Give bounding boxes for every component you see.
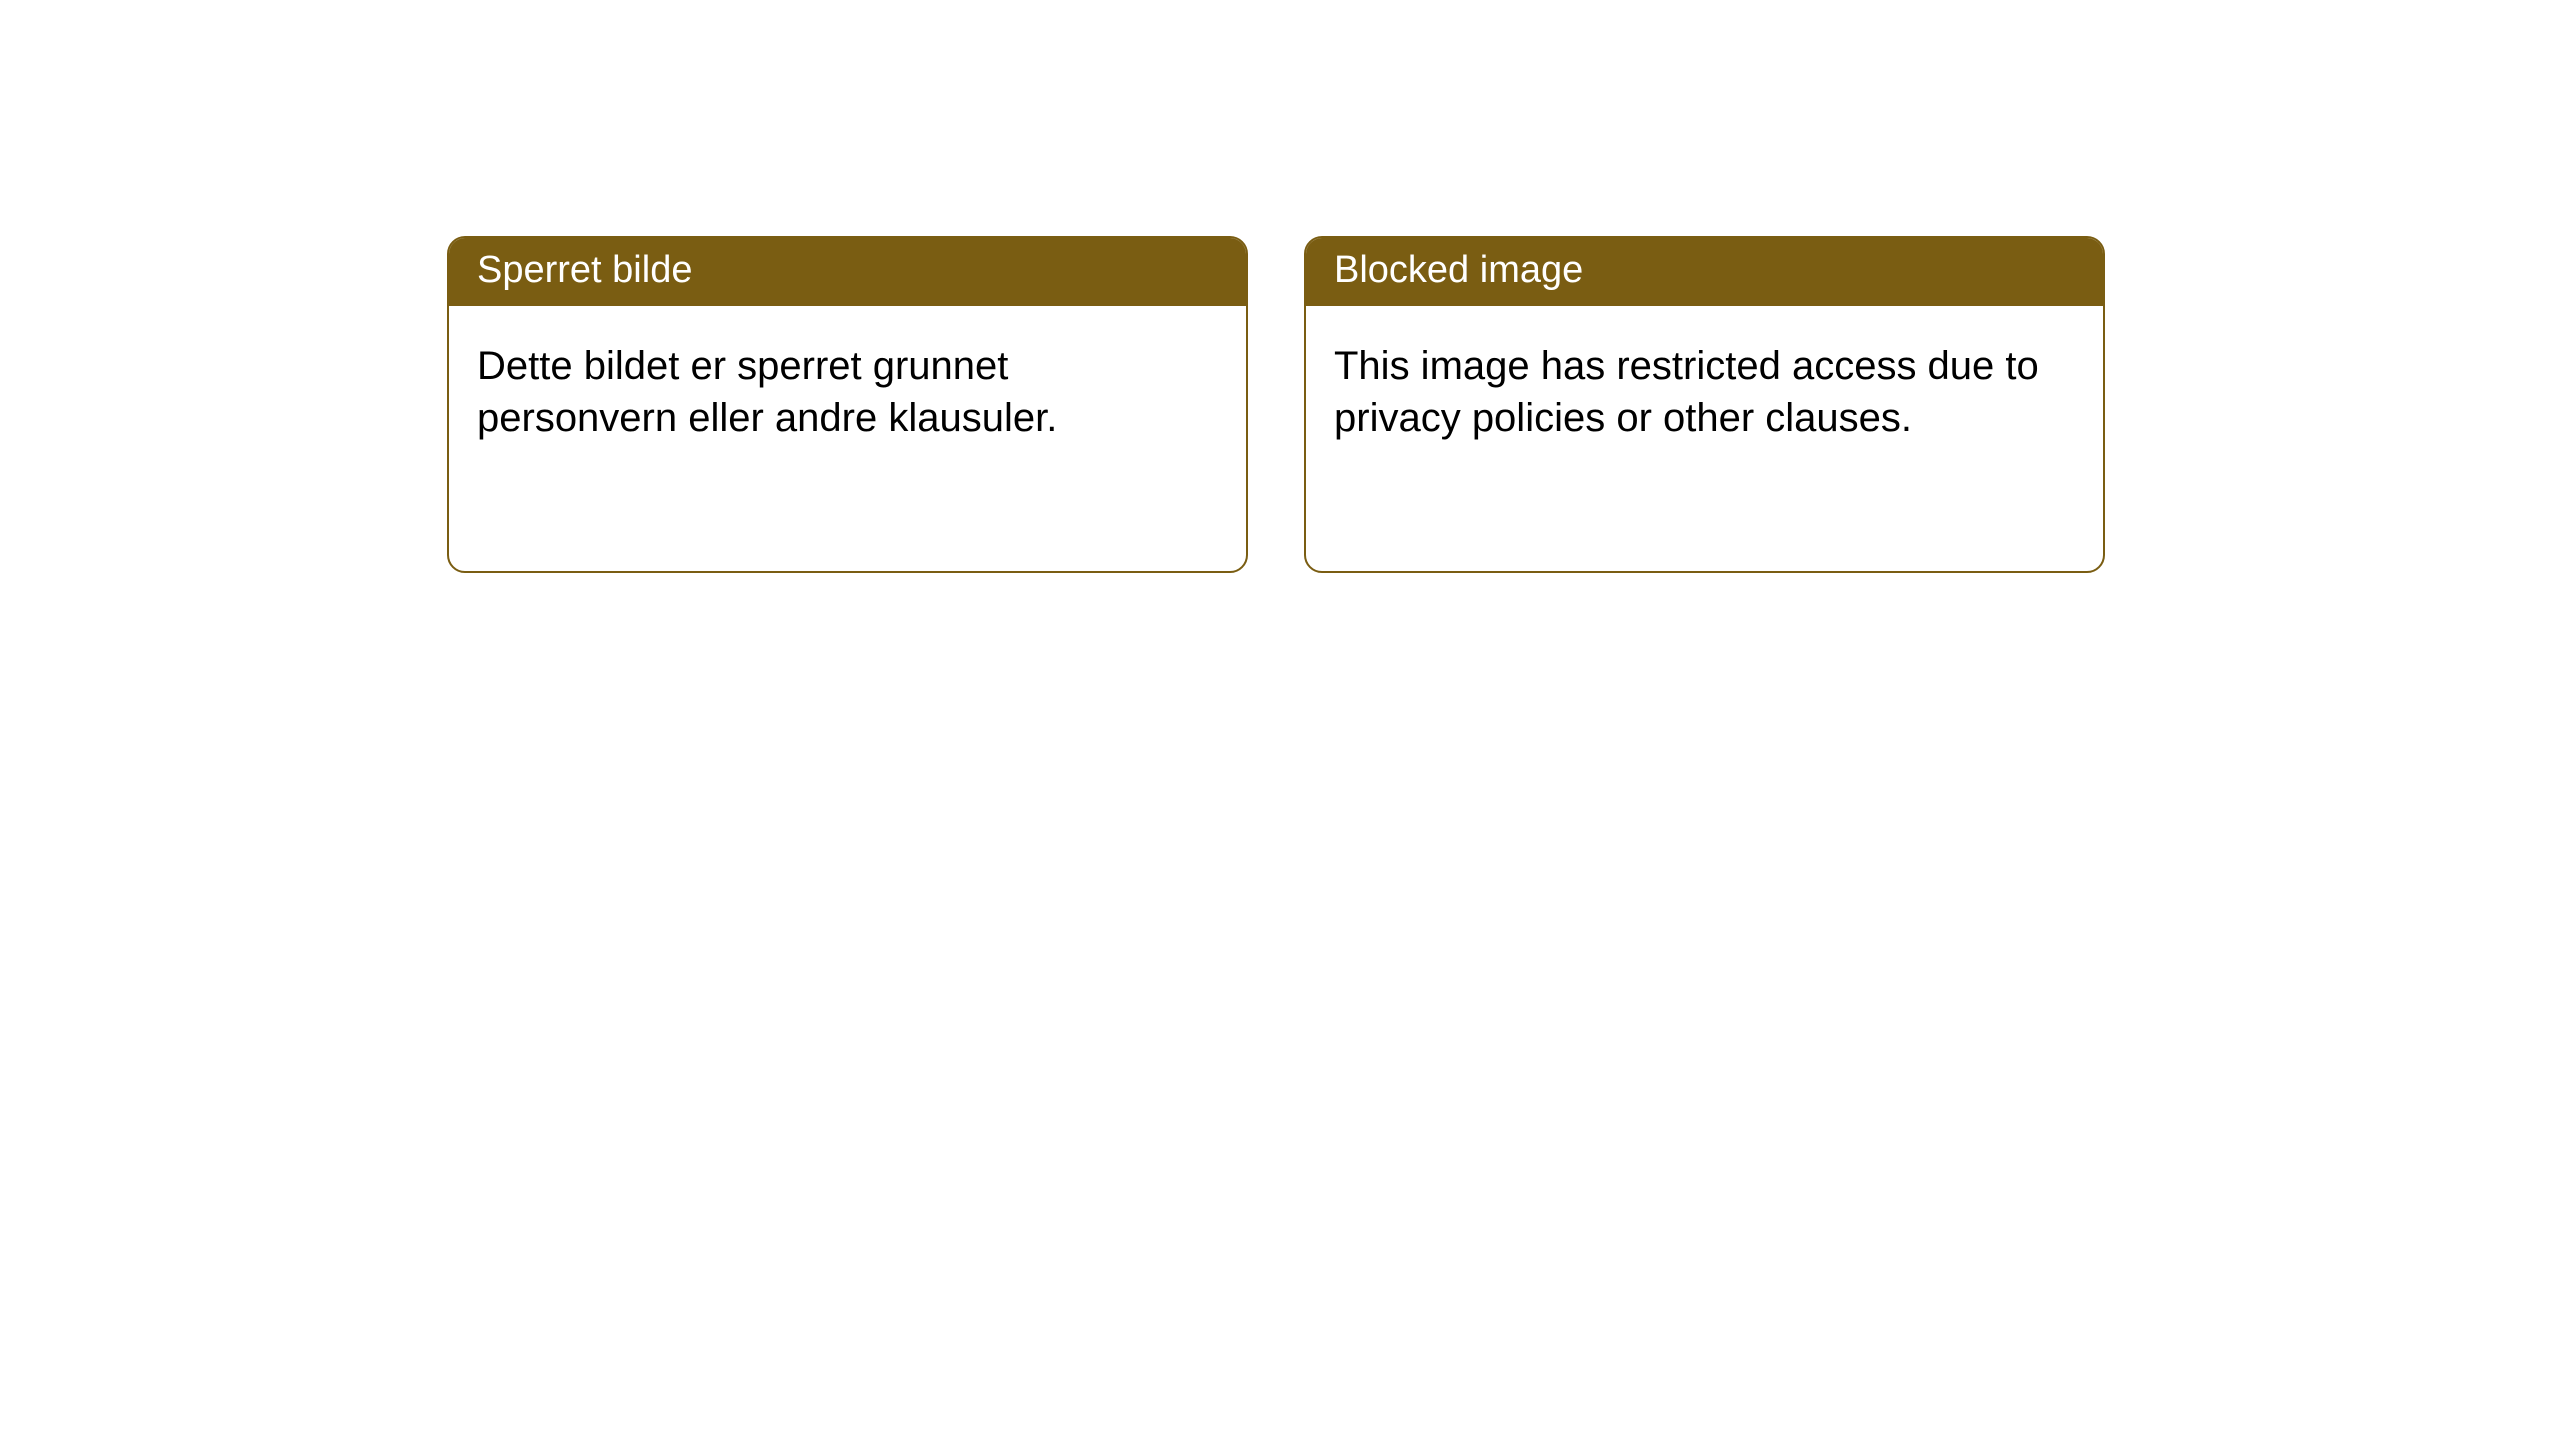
card-title: Blocked image [1306, 238, 2103, 306]
notice-card-norwegian: Sperret bilde Dette bildet er sperret gr… [447, 236, 1248, 573]
card-body: This image has restricted access due to … [1306, 306, 2103, 472]
card-title: Sperret bilde [449, 238, 1246, 306]
notice-card-english: Blocked image This image has restricted … [1304, 236, 2105, 573]
notice-cards-container: Sperret bilde Dette bildet er sperret gr… [447, 236, 2105, 573]
card-body: Dette bildet er sperret grunnet personve… [449, 306, 1246, 472]
